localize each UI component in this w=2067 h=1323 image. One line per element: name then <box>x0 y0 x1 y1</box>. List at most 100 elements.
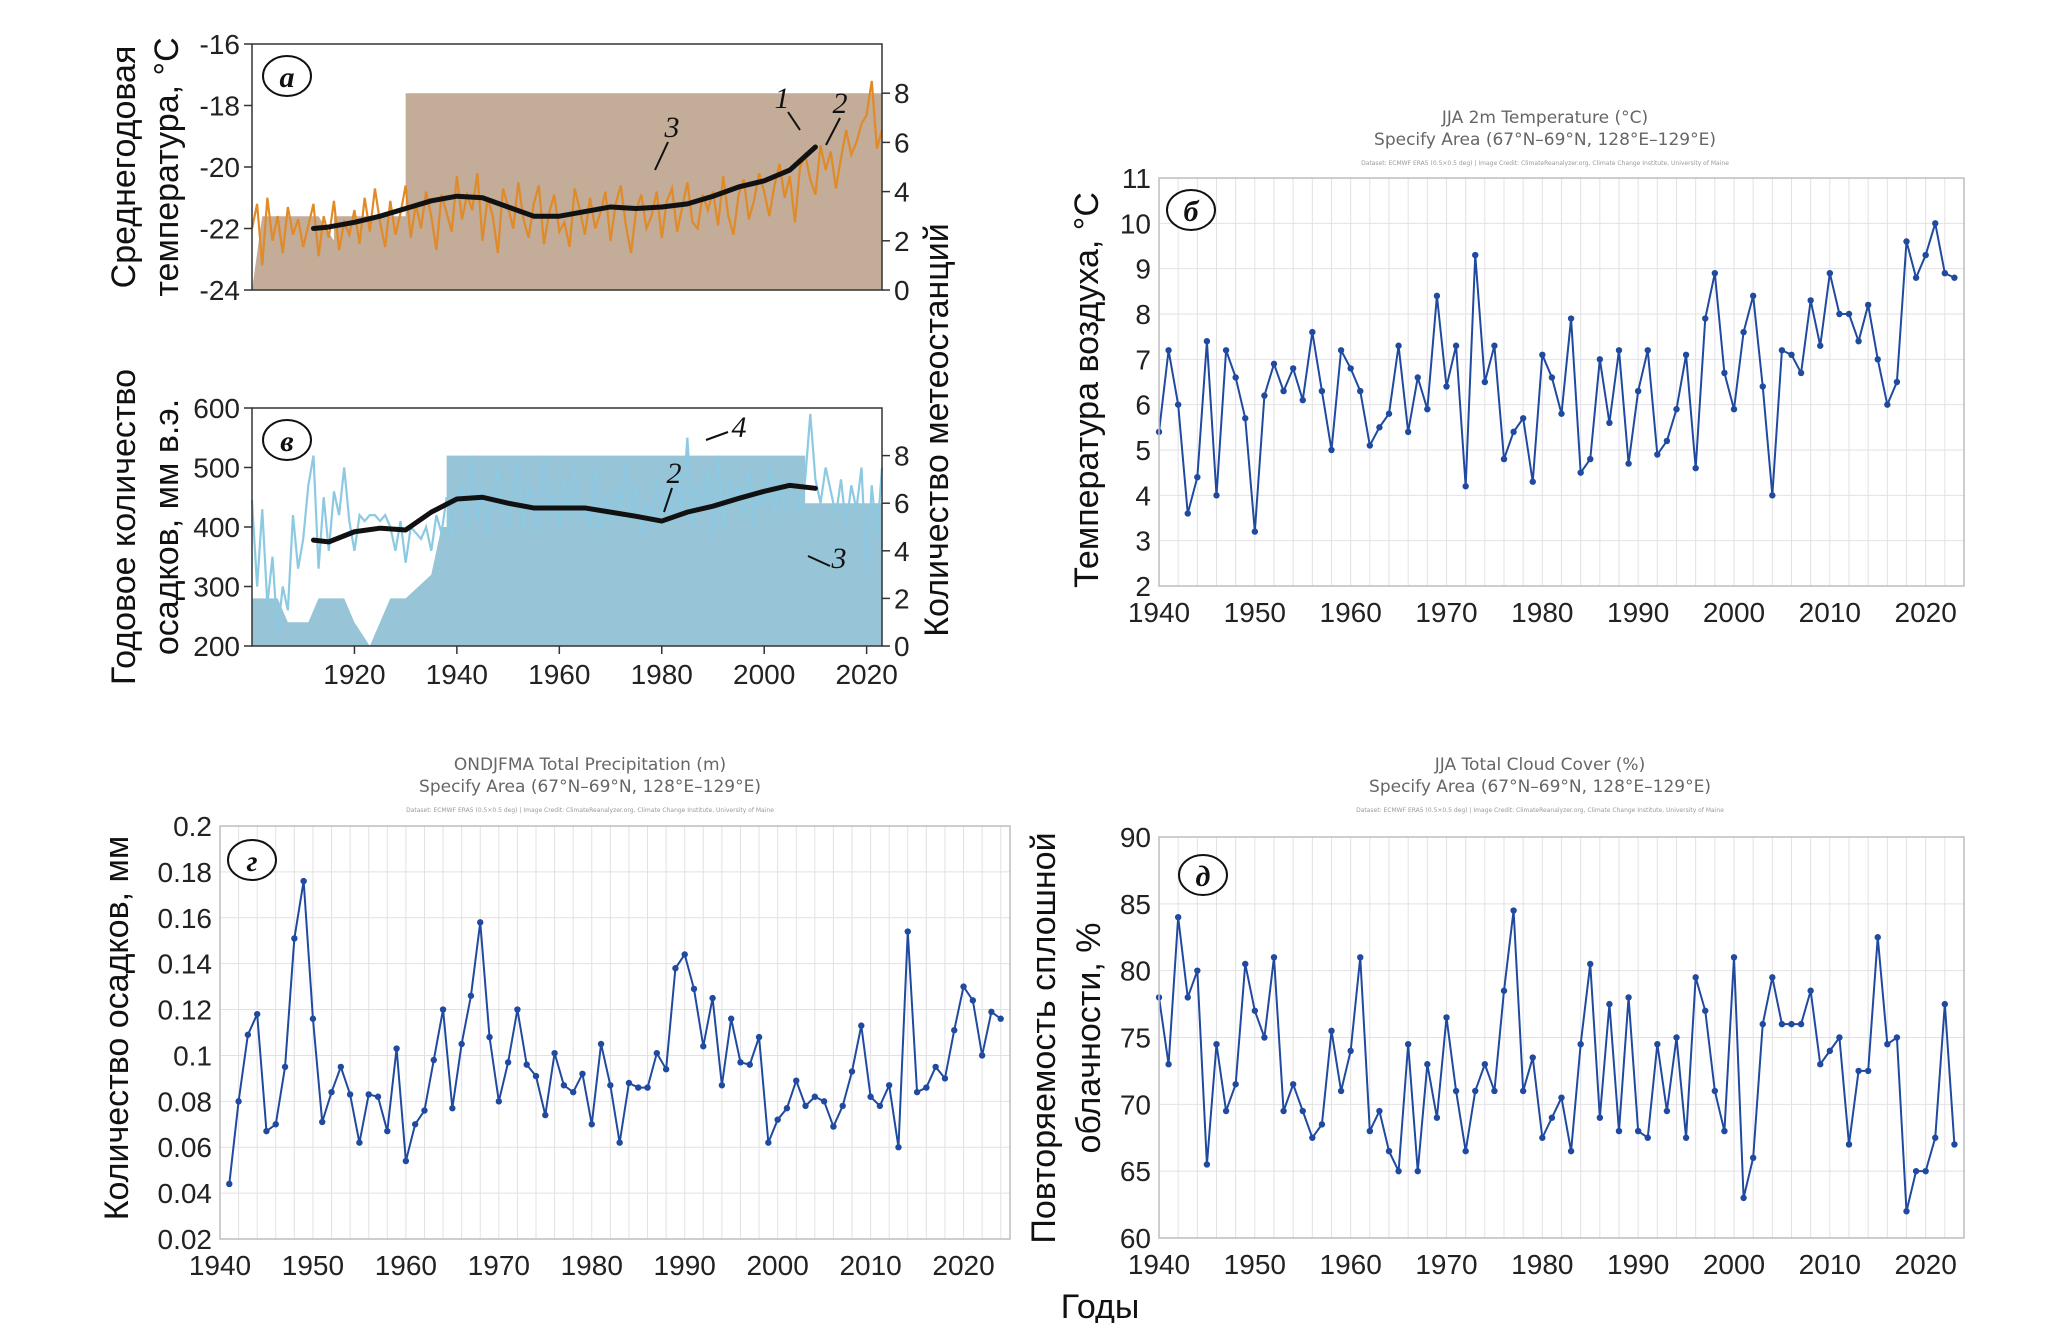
panel-v-y2tick-label: 8 <box>894 441 910 472</box>
panel-g-point <box>300 877 307 885</box>
panel-d-point <box>1663 1107 1671 1115</box>
panel-d-point <box>1357 954 1364 961</box>
panel-d-point <box>1376 1107 1383 1115</box>
panel-d-point <box>1491 1087 1498 1095</box>
panel-d-point <box>1481 1061 1489 1068</box>
panel-g-point <box>607 1082 614 1089</box>
panel-d-point <box>1912 1167 1920 1175</box>
panel-d-point <box>1644 1134 1651 1141</box>
panel-d-ytick-label: 75 <box>1120 1023 1151 1054</box>
panel-b-xtick-label: 1980 <box>1511 597 1573 628</box>
panel-b-title: JJA 2m Temperature (°C) <box>1441 108 1648 128</box>
panel-a-badge <box>262 55 312 97</box>
panel-g-ytick-label: 0.04 <box>158 1178 213 1209</box>
panel-g-ylabel: Количество осадков, мм <box>98 836 136 1221</box>
panel-g-point <box>635 1084 642 1091</box>
panel-d-point <box>1309 1134 1316 1141</box>
panel-g-point <box>523 1061 530 1068</box>
panel-v-xtick-label: 1920 <box>323 659 385 690</box>
panel-g-ytick-label: 0.02 <box>158 1224 213 1255</box>
panel-g-point <box>542 1111 549 1119</box>
panel-b-xtick-label: 1970 <box>1415 597 1477 628</box>
panel-v-ylabel-line1: Годовое количество <box>105 369 143 685</box>
panel-b-point <box>1395 342 1402 349</box>
panel-d-point <box>1884 1040 1891 1048</box>
panel-g-point <box>709 994 716 1002</box>
panel-v-badge <box>262 419 312 461</box>
footer-years-label: Годы <box>1061 1288 1140 1323</box>
panel-b-point <box>1807 297 1814 304</box>
panel-g-series-line <box>228 880 1002 1185</box>
panel-g-point <box>867 1093 874 1100</box>
panel-d-ytick-label: 90 <box>1120 822 1151 853</box>
panel-g-xtick-label: 2000 <box>746 1250 808 1281</box>
panel-d-xtick-label: 1990 <box>1607 1249 1669 1280</box>
panel-d-point <box>1749 1154 1757 1162</box>
panel-v-y2tick-label: 2 <box>894 583 910 614</box>
panel-b-point <box>1740 328 1747 336</box>
panel-d-point <box>1337 1087 1345 1095</box>
panel-g-point <box>913 1088 921 1096</box>
panel-g-point <box>625 1079 633 1087</box>
panel-g-point <box>346 1091 354 1098</box>
panel-d-point <box>1213 1040 1220 1048</box>
panel-b-point <box>1893 378 1901 386</box>
panel-d-point <box>1941 1000 1949 1008</box>
panel-b-xtick-label: 1990 <box>1607 597 1669 628</box>
panel-d-xtick-label: 1980 <box>1511 1249 1573 1280</box>
panel-g-point <box>393 1045 400 1052</box>
panel-b-point <box>1203 338 1211 345</box>
panel-d-point <box>1289 1081 1297 1088</box>
panel-b-point <box>1711 270 1719 277</box>
panel-g-xtick-label: 1940 <box>189 1250 251 1281</box>
chart-panel-a: -16 -18 -20 -22 -24 8 6 4 2 0 а Среднегодовая те… <box>105 29 910 306</box>
panel-a-stations-layer <box>252 93 882 290</box>
panel-d-point <box>1452 1087 1460 1095</box>
panel-d-point <box>1845 1141 1853 1148</box>
panel-b-point <box>1587 455 1594 463</box>
panel-d-point <box>1261 1034 1268 1041</box>
panel-a-curve-label-3: 3 <box>664 111 680 144</box>
panel-b-badge-label: б <box>1184 195 1200 228</box>
panel-b-point <box>1673 406 1680 413</box>
panel-a-frame <box>251 43 883 291</box>
panel-g-grid <box>219 825 1010 1240</box>
panel-g-point <box>226 1180 233 1188</box>
panel-g-ytick-label: 0.08 <box>158 1086 213 1117</box>
panel-b-ytick-label: 2 <box>1135 571 1151 602</box>
panel-b-point <box>1251 528 1259 535</box>
panel-d-series-line <box>1158 910 1956 1212</box>
panel-d-point <box>1682 1134 1690 1141</box>
panel-v-series-layer <box>250 413 884 635</box>
panel-d-point <box>1654 1040 1661 1048</box>
panel-b-ytick-label: 9 <box>1135 254 1151 285</box>
panel-g-xtick-label: 2020 <box>932 1250 994 1281</box>
panel-b-point <box>1941 270 1949 277</box>
panel-v-y2tick-label: 6 <box>894 488 910 519</box>
panel-d-ytick-label: 80 <box>1120 956 1151 987</box>
panel-b-point <box>1558 410 1565 417</box>
panel-d-point <box>1922 1167 1929 1175</box>
panel-b-point <box>1232 374 1239 381</box>
panel-g-point <box>783 1105 791 1112</box>
panel-b-point <box>1625 460 1632 467</box>
panel-d-point <box>1174 914 1182 921</box>
panel-d-point <box>1634 1127 1642 1135</box>
panel-d-ytick-label: 60 <box>1120 1223 1151 1254</box>
panel-d-credit: Dataset: ECMWF ERA5 (0.5×0.5 deg) | Imag… <box>1356 807 1724 814</box>
panel-b-point <box>1376 424 1383 431</box>
panel-v-ytick-label: 600 <box>193 393 240 424</box>
panel-g-point <box>932 1063 939 1071</box>
panel-d-subtitle: Specify Area (67°N–69°N, 128°E–129°E) <box>1369 777 1711 797</box>
panel-b-point <box>1414 374 1421 381</box>
panel-b-point <box>1318 387 1326 395</box>
panel-b-point <box>1932 220 1939 227</box>
panel-d-ylabel-line1: Повторяемость сплошной <box>1025 832 1063 1243</box>
panel-g-point <box>746 1061 753 1068</box>
panel-b-point <box>1884 401 1891 408</box>
panel-g-point <box>588 1121 595 1128</box>
panel-d-point <box>1874 934 1881 941</box>
panel-d-point <box>1366 1127 1374 1135</box>
panel-d-point <box>1702 1007 1709 1014</box>
panel-g-point <box>997 1015 1004 1022</box>
